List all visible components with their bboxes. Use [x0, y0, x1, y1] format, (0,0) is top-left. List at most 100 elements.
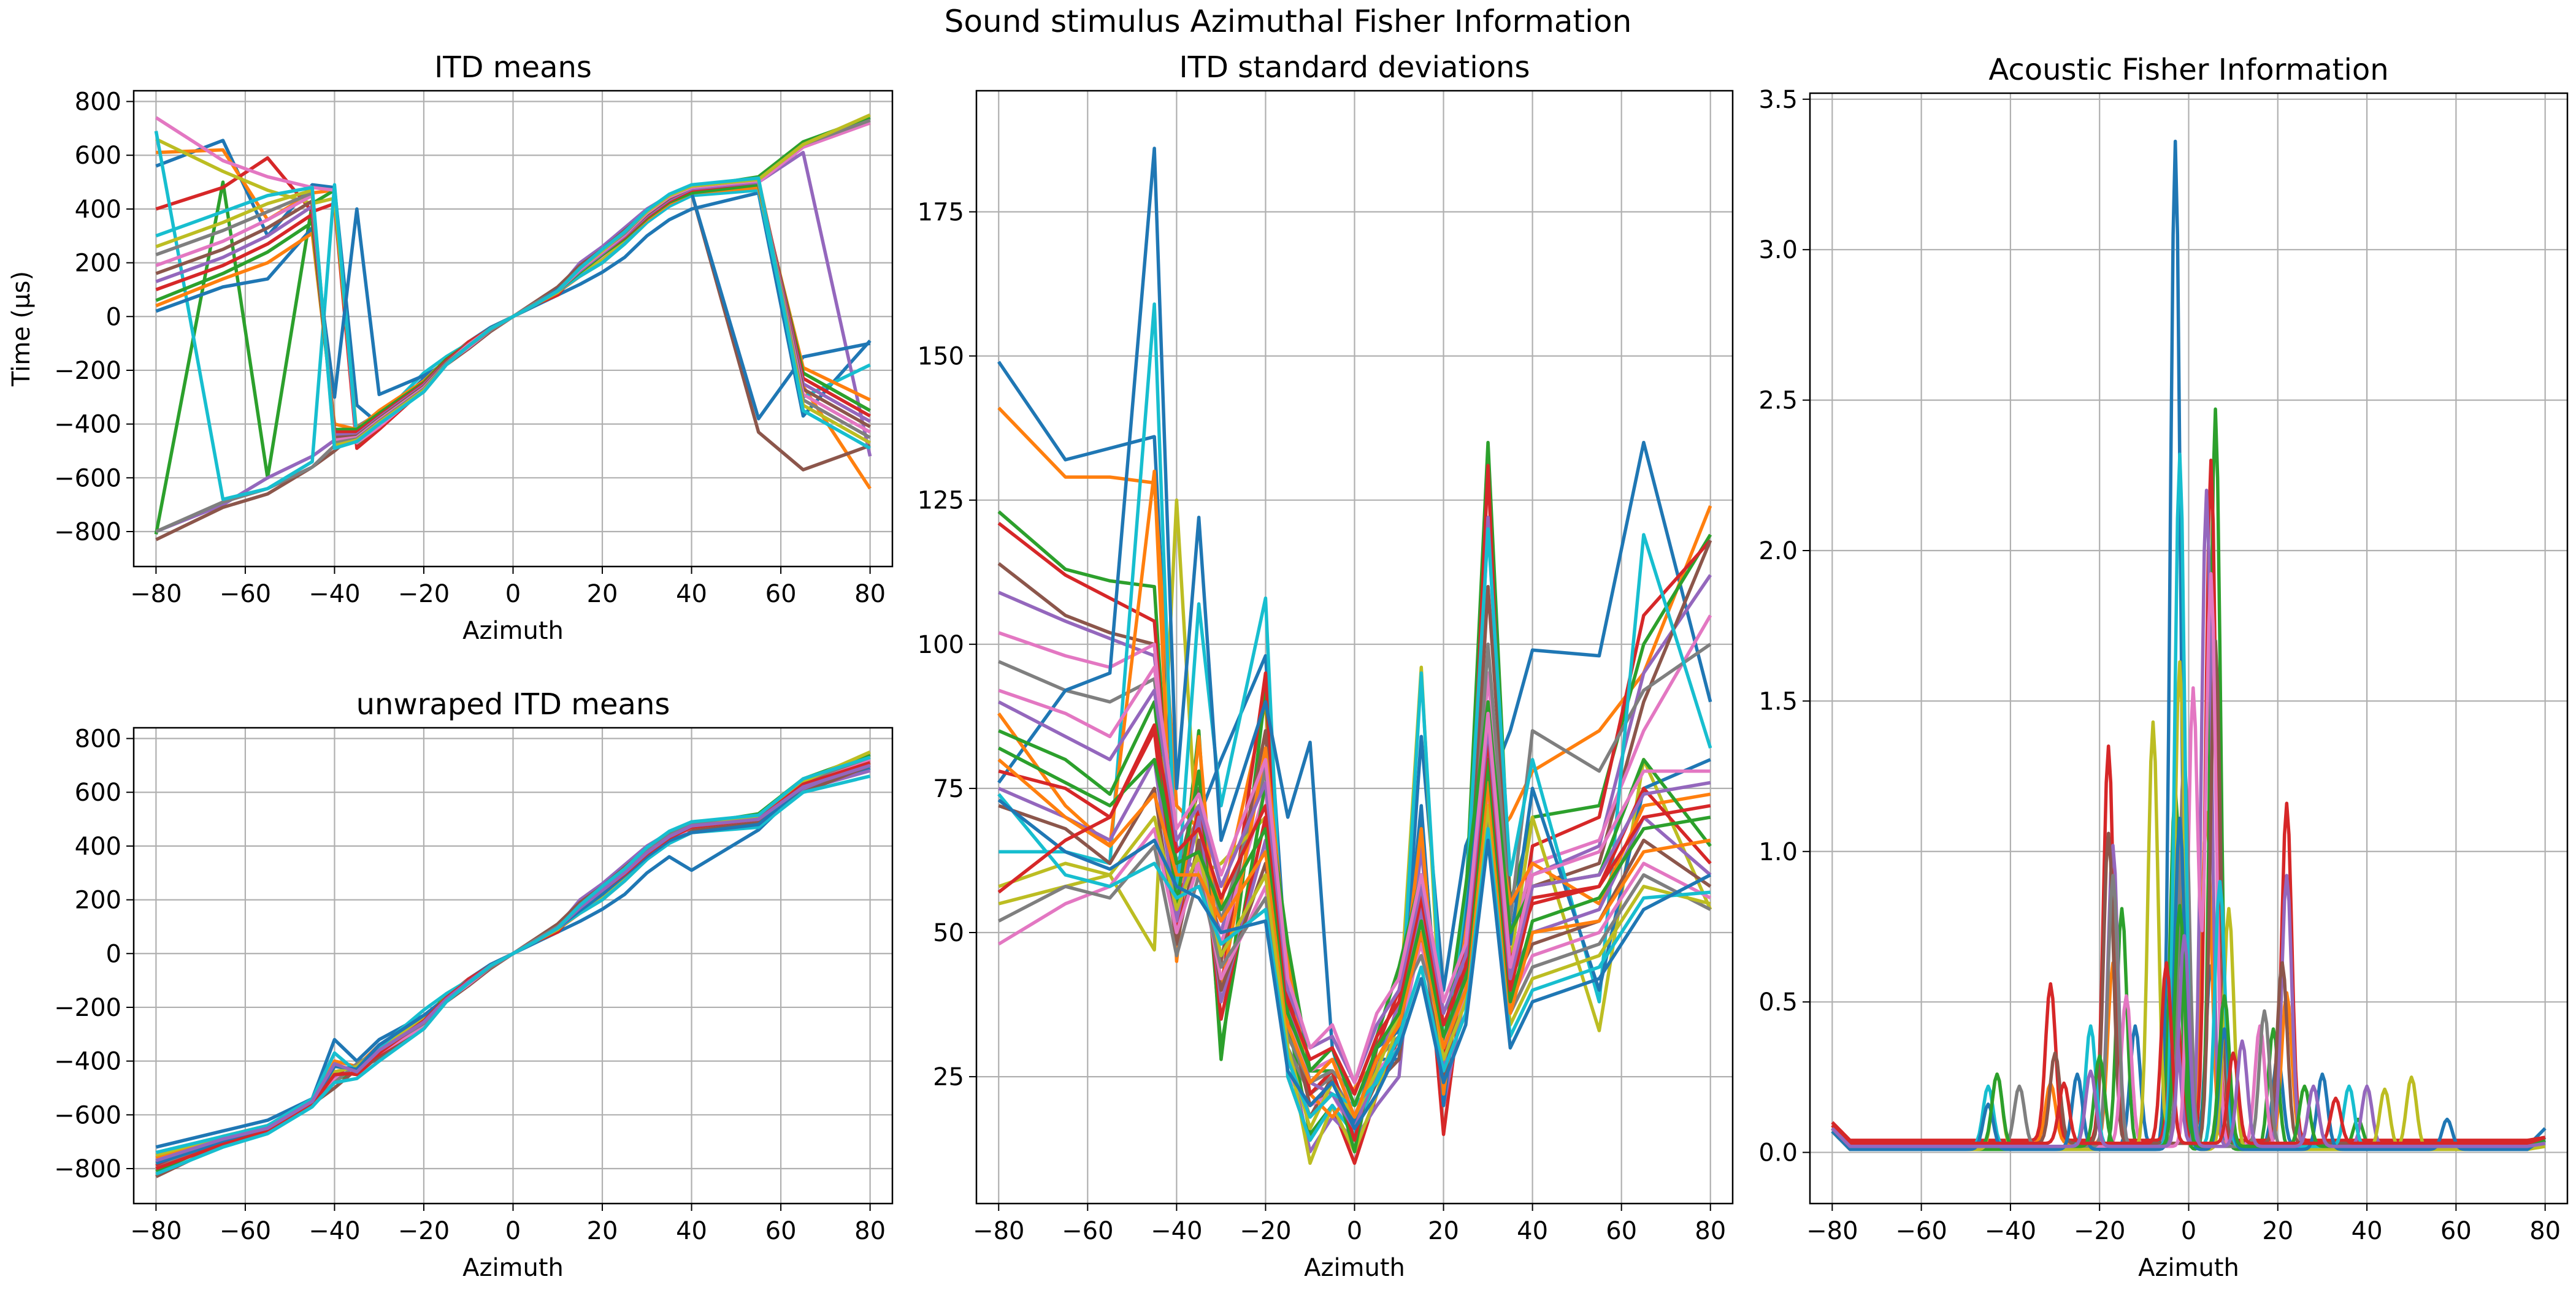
y-tick-label: 0: [106, 940, 121, 968]
axes-frame: [132, 727, 894, 1205]
y-tick-label: 25: [933, 1063, 964, 1091]
x-tick-label: −20: [1240, 1217, 1291, 1245]
x-tick-label: −60: [1062, 1217, 1113, 1245]
y-tick-label: 0.5: [1758, 988, 1798, 1017]
y-tick-label: 0: [106, 303, 121, 331]
y-tick-label: −800: [54, 1155, 121, 1183]
y-tick-label: −400: [54, 411, 121, 439]
y-tick-label: 800: [75, 725, 121, 754]
series-line: [997, 798, 1711, 1131]
y-tick-label: 100: [918, 631, 964, 659]
y-tick-label: −400: [54, 1048, 121, 1076]
series-line: [998, 665, 1711, 1085]
x-tick-label: −40: [1151, 1217, 1202, 1245]
series-line: [1831, 934, 2546, 1148]
x-tick-label: −80: [973, 1217, 1024, 1245]
x-axis-label: Azimuth: [462, 617, 564, 645]
series-line: [998, 746, 1711, 1107]
x-tick-label: −60: [220, 1217, 271, 1245]
y-tick-label: 2.5: [1758, 387, 1798, 415]
x-axis-label: Azimuth: [2138, 1254, 2239, 1282]
y-tick-label: 3.0: [1758, 236, 1798, 264]
chart-title: Acoustic Fisher Information: [1988, 53, 2388, 87]
x-tick-label: −40: [309, 1217, 360, 1245]
y-tick-label: 2.0: [1758, 537, 1798, 565]
x-tick-label: 60: [1606, 1217, 1637, 1245]
x-tick-label: −40: [309, 580, 360, 608]
x-tick-label: 20: [587, 580, 618, 608]
x-tick-label: −80: [1806, 1217, 1858, 1245]
x-tick-label: −40: [1985, 1217, 2036, 1245]
series-line: [155, 755, 871, 1176]
y-tick-label: 3.5: [1758, 86, 1798, 114]
series-group: [997, 147, 1712, 1165]
x-tick-label: 60: [765, 580, 797, 608]
y-tick-label: −600: [54, 1101, 121, 1129]
y-tick-label: 600: [75, 142, 121, 170]
x-tick-label: 60: [765, 1217, 797, 1245]
series-line: [1831, 459, 2546, 1142]
x-tick-label: −20: [398, 580, 450, 608]
x-tick-label: 0: [505, 580, 521, 608]
y-tick-label: −200: [54, 994, 121, 1022]
y-tick-label: 400: [75, 196, 121, 224]
axes-frame: [975, 90, 1734, 1205]
x-tick-label: −20: [398, 1217, 450, 1245]
y-tick-label: 400: [75, 833, 121, 861]
y-tick-label: 800: [75, 88, 121, 116]
y-tick-label: 200: [75, 887, 121, 915]
x-tick-label: 40: [676, 1217, 707, 1245]
y-tick-label: 75: [933, 775, 964, 803]
axes-frame: [132, 90, 894, 568]
y-axis-label: Time (μs): [7, 271, 36, 387]
series-group: [1831, 139, 2547, 1151]
axes-frame: [1809, 92, 2569, 1205]
x-tick-label: −60: [1895, 1217, 1947, 1245]
y-tick-label: −200: [54, 357, 121, 385]
x-tick-label: 0: [1347, 1217, 1362, 1245]
x-tick-label: −80: [130, 1217, 182, 1245]
figure-suptitle: Sound stimulus Azimuthal Fisher Informat…: [944, 4, 1632, 39]
series-line: [997, 758, 1711, 1119]
x-tick-label: 80: [854, 1217, 886, 1245]
series-group: [154, 113, 872, 541]
x-tick-label: 20: [2262, 1217, 2293, 1245]
chart-3: −80 −60 −40 −20 0 20 40 60 80 0.0 0.5 1.0 1.5 2.0 2.5 3…: [1758, 53, 2569, 1282]
y-tick-label: −600: [54, 464, 121, 492]
y-tick-label: 50: [933, 919, 964, 947]
x-tick-label: 80: [1695, 1217, 1726, 1245]
x-tick-label: 80: [2529, 1217, 2561, 1245]
chart-1: −80 −60 −40 −20 0 20 40 60 80−800−600−400−200020…: [54, 687, 894, 1282]
chart-title: unwraped ITD means: [356, 687, 670, 722]
x-tick-label: 20: [587, 1217, 618, 1245]
x-tick-label: 80: [854, 580, 886, 608]
x-tick-label: 20: [1428, 1217, 1459, 1245]
x-tick-label: 40: [676, 580, 707, 608]
chart-0: −80 −60 −40 −20 0 20 40 60 80−800−600−400−200020…: [7, 50, 894, 645]
series-line: [997, 723, 1711, 1096]
x-tick-label: −80: [130, 580, 182, 608]
x-tick-label: 0: [505, 1217, 521, 1245]
chart-title: ITD standard deviations: [1179, 50, 1530, 85]
y-tick-label: 0.0: [1758, 1139, 1798, 1167]
series-line: [1831, 961, 2546, 1145]
x-tick-label: 0: [2181, 1217, 2196, 1245]
x-tick-label: 40: [2352, 1217, 2383, 1245]
chart-title: ITD means: [434, 50, 592, 85]
x-axis-label: Azimuth: [462, 1254, 564, 1282]
series-line: [155, 176, 871, 450]
y-tick-label: −800: [54, 518, 121, 546]
y-tick-label: 600: [75, 779, 121, 807]
y-tick-label: 175: [918, 198, 964, 226]
y-tick-label: 125: [918, 487, 964, 515]
x-tick-label: −20: [2074, 1217, 2125, 1245]
y-tick-label: 1.0: [1758, 838, 1798, 866]
chart-2: −80 −60 −40 −20 0 20 40 60 80 25 50 75 100 125 150 175 I…: [918, 50, 1734, 1282]
x-tick-label: 60: [2440, 1217, 2472, 1245]
y-tick-label: 200: [75, 250, 121, 278]
series-group: [155, 750, 871, 1178]
y-tick-label: 1.5: [1758, 687, 1798, 716]
y-tick-label: 150: [918, 343, 964, 371]
